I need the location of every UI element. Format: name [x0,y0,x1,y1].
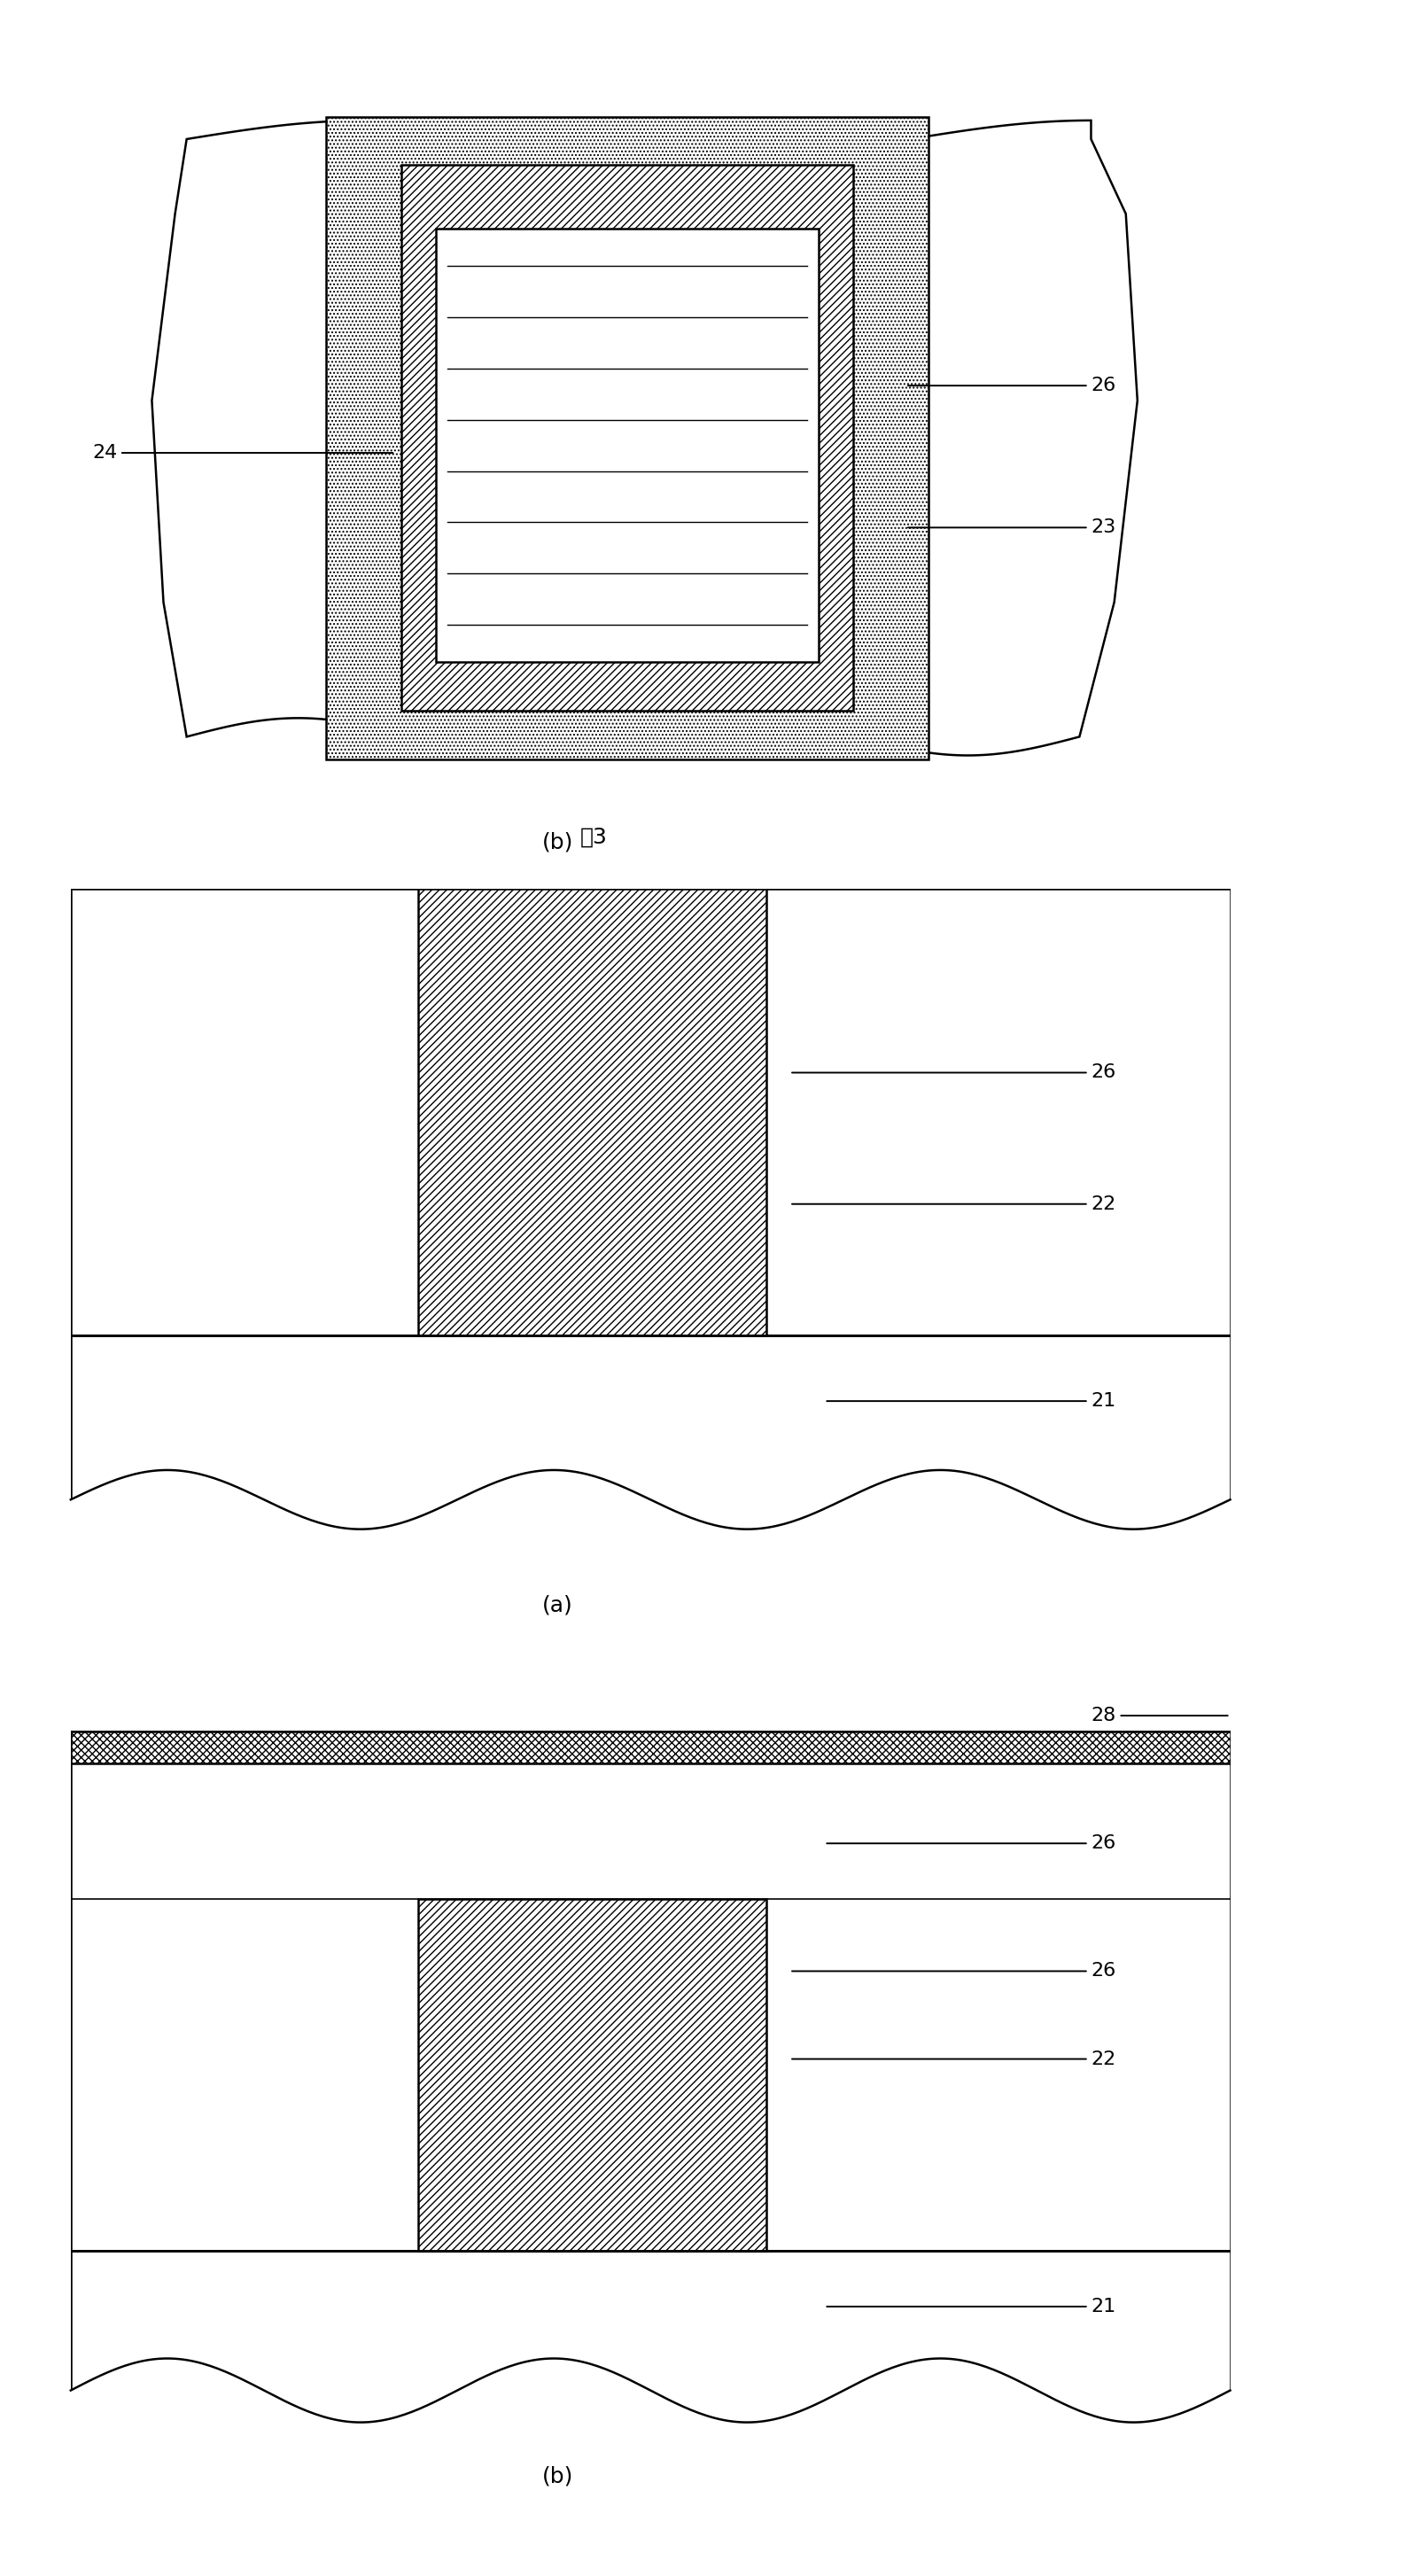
Text: 26: 26 [827,1834,1116,1852]
Text: (a): (a) [543,1595,573,1615]
Text: 26: 26 [908,376,1116,394]
Bar [419,1899,766,2251]
Text: 21: 21 [827,1391,1116,1409]
Bar [71,1334,1230,1546]
Text: 26: 26 [792,1963,1116,1981]
Text: (b): (b) [542,2465,573,2486]
Text: 22: 22 [792,2050,1116,2069]
Text: 28: 28 [1092,1708,1227,1723]
Bar [325,116,929,760]
Text: 21: 21 [827,2298,1116,2316]
Text: 24: 24 [92,443,393,461]
Bar [419,889,766,1334]
Text: 图3: 图3 [580,827,608,848]
Bar [436,229,819,662]
Bar [71,2251,1230,2434]
Text: 22: 22 [792,1195,1116,1213]
Text: (b): (b) [542,832,573,853]
Polygon shape [151,121,1137,755]
Bar [71,1731,1230,2251]
Text: 23: 23 [908,518,1116,536]
Bar [71,889,1230,1334]
Text: 26: 26 [792,1064,1116,1082]
Bar [71,1731,1230,1765]
Bar [402,165,854,711]
